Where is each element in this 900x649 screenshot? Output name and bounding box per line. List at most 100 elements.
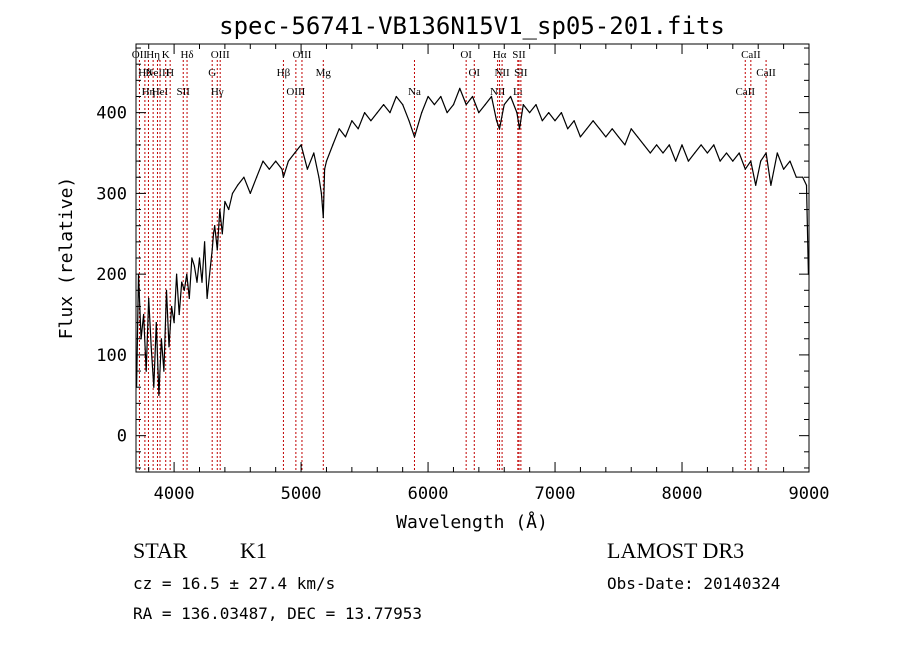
flux-point xyxy=(510,95,512,98)
flux-point xyxy=(427,95,429,98)
flux-point xyxy=(765,152,767,154)
flux-point xyxy=(548,112,550,114)
line-marker-label: SII xyxy=(512,49,526,61)
x-tick-label: 4000 xyxy=(154,484,195,504)
flux-point xyxy=(219,208,221,211)
flux-point xyxy=(188,297,190,299)
flux-point xyxy=(173,322,175,324)
flux-point xyxy=(153,386,155,388)
flux-point xyxy=(389,112,391,114)
flux-point xyxy=(586,128,588,130)
flux-point xyxy=(313,152,315,154)
flux-point xyxy=(168,346,170,348)
flux-point xyxy=(750,160,752,162)
line-marker-label: OIII xyxy=(211,49,230,61)
line-marker-label: Hη xyxy=(142,86,156,98)
flux-point xyxy=(357,128,359,130)
flux-point xyxy=(163,370,165,372)
x-tick-label: 9000 xyxy=(789,484,830,504)
flux-point xyxy=(573,120,575,122)
line-marker-label: K xyxy=(162,49,170,61)
flux-point xyxy=(446,112,448,114)
flux-point xyxy=(535,104,537,106)
flux-point xyxy=(318,176,320,178)
flux-point xyxy=(376,112,378,114)
line-marker-label: Hα xyxy=(493,49,507,61)
flux-point xyxy=(560,112,563,114)
flux-point xyxy=(262,160,264,162)
flux-point xyxy=(496,120,498,122)
flux-point xyxy=(719,160,721,162)
flux-point xyxy=(243,176,245,178)
flux-point xyxy=(760,160,762,162)
flux-point xyxy=(268,168,270,170)
flux-point xyxy=(150,346,152,348)
line-marker-label: Hη xyxy=(146,49,160,61)
flux-point xyxy=(143,313,145,316)
flux-point xyxy=(351,120,353,122)
flux-point xyxy=(706,152,709,154)
x-axis-label: Wavelength (Å) xyxy=(396,511,548,533)
flux-point xyxy=(465,104,467,106)
y-tick-label: 100 xyxy=(96,346,127,366)
flux-point xyxy=(713,144,715,146)
flux-series-line xyxy=(136,87,809,396)
flux-point xyxy=(490,95,493,98)
line-marker-label: SII xyxy=(514,67,528,79)
flux-point xyxy=(395,95,397,98)
flux-point xyxy=(216,249,218,251)
flux-point xyxy=(694,152,696,154)
line-marker-label: HeI xyxy=(152,86,169,98)
flux-point xyxy=(579,136,582,138)
flux-point xyxy=(675,160,677,162)
flux-point xyxy=(668,144,670,146)
line-marker-label: OI xyxy=(468,67,480,79)
flux-point xyxy=(324,168,326,170)
flux-point xyxy=(554,120,556,122)
flux-point xyxy=(212,233,215,235)
flux-point xyxy=(191,257,193,259)
flux-point xyxy=(160,338,162,340)
flux-point xyxy=(221,233,223,235)
flux-point xyxy=(211,249,213,251)
chart-title: spec-56741-VB136N15V1_sp05-201.fits xyxy=(219,12,725,40)
line-marker-label: CaII xyxy=(756,67,776,79)
flux-point xyxy=(402,104,404,106)
flux-point xyxy=(681,144,683,146)
object-class: STAR xyxy=(133,538,188,563)
flux-point xyxy=(282,176,284,178)
line-marker-label: Hβ xyxy=(277,67,291,79)
line-marker-label: Mg xyxy=(316,67,332,79)
flux-point xyxy=(178,313,180,316)
flux-point xyxy=(755,184,757,186)
y-tick-label: 300 xyxy=(96,184,127,204)
flux-point xyxy=(478,112,480,114)
flux-point xyxy=(617,136,620,138)
flux-point xyxy=(364,112,366,114)
flux-point xyxy=(196,281,198,283)
line-marker-label: SII xyxy=(177,86,191,98)
flux-point xyxy=(281,168,283,170)
flux-point xyxy=(171,305,173,308)
flux-point xyxy=(605,136,607,138)
flux-point xyxy=(611,128,613,130)
line-marker-label: NeIII xyxy=(146,67,170,79)
line-marker-label: OI xyxy=(460,49,472,61)
flux-point xyxy=(471,95,474,98)
flux-point xyxy=(598,128,601,130)
flux-point xyxy=(275,160,277,162)
x-tick-label: 7000 xyxy=(535,484,576,504)
flux-point xyxy=(155,322,157,324)
flux-point xyxy=(662,152,664,154)
flux-point xyxy=(529,112,531,114)
flux-point xyxy=(805,184,808,186)
flux-point xyxy=(186,273,188,275)
series-layer xyxy=(136,87,810,396)
flux-point xyxy=(656,144,658,146)
flux-point xyxy=(738,152,740,154)
flux-point xyxy=(183,289,185,291)
flux-point xyxy=(744,168,746,170)
flux-point xyxy=(789,160,791,162)
flux-point xyxy=(224,200,226,203)
flux-point xyxy=(214,225,216,227)
